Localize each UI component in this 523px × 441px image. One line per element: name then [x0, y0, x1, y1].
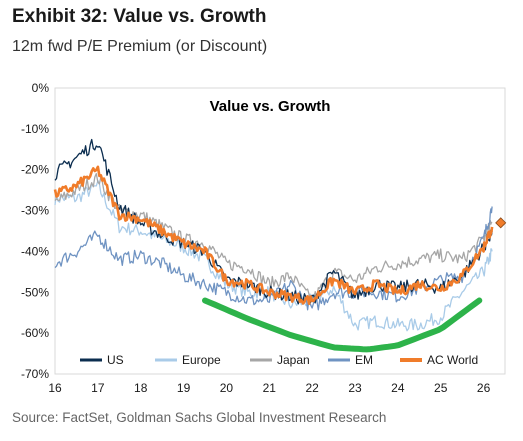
- plot-frame: [54, 87, 506, 375]
- y-axis-ticks: 0% -10% -20% -30% -40% -50% -60% -70%: [21, 81, 49, 381]
- legend-label: US: [107, 353, 124, 367]
- y-tick-label: -40%: [21, 244, 49, 258]
- legend-label: EM: [355, 353, 373, 367]
- x-axis-ticks: 16 17 18 19 20 21 22 23 24 25 26: [48, 381, 490, 395]
- legend-label: Japan: [277, 353, 310, 367]
- series-line-ac-world: [53, 165, 494, 306]
- chart-inner-title: Value vs. Growth: [210, 98, 331, 115]
- y-tick-label: -20%: [21, 163, 49, 177]
- x-tick-label: 22: [305, 381, 319, 395]
- trend-curve: [202, 297, 483, 353]
- y-tick-label: 0%: [32, 81, 50, 95]
- y-tick-label: -10%: [21, 122, 49, 136]
- x-tick-label: 16: [48, 381, 62, 395]
- ac-world-latest-marker: [495, 217, 507, 229]
- chart-subtitle: 12m fwd P/E Premium (or Discount): [12, 38, 268, 55]
- y-tick-label: -50%: [21, 285, 49, 299]
- legend-label: Europe: [182, 353, 221, 367]
- y-tick-label: -30%: [21, 204, 49, 218]
- x-tick-label: 17: [91, 381, 105, 395]
- x-tick-label: 18: [134, 381, 148, 395]
- legend-item-us: US: [80, 353, 124, 367]
- legend-item-japan: Japan: [250, 353, 310, 367]
- x-tick-label: 25: [434, 381, 448, 395]
- trend-curve-layer: [202, 297, 483, 353]
- x-tick-label: 24: [391, 381, 405, 395]
- y-tick-label: -70%: [21, 367, 49, 381]
- series-line-us: [54, 138, 493, 305]
- y-tick-label: -60%: [21, 326, 49, 340]
- x-tick-label: 23: [348, 381, 362, 395]
- x-tick-label: 26: [477, 381, 491, 395]
- series-lines: [53, 138, 494, 332]
- exhibit-title: Exhibit 32: Value vs. Growth: [12, 6, 267, 27]
- x-tick-label: 19: [177, 381, 191, 395]
- legend-item-em: EM: [328, 353, 373, 367]
- legend-item-ac-world: AC World: [400, 353, 478, 367]
- source-note: Source: FactSet, Goldman Sachs Global In…: [12, 410, 387, 425]
- x-tick-label: 20: [220, 381, 234, 395]
- legend: US Europe Japan EM AC World: [80, 353, 478, 367]
- legend-item-europe: Europe: [155, 353, 221, 367]
- legend-label: AC World: [427, 353, 478, 367]
- marker-layer: [495, 217, 507, 229]
- x-tick-label: 21: [263, 381, 277, 395]
